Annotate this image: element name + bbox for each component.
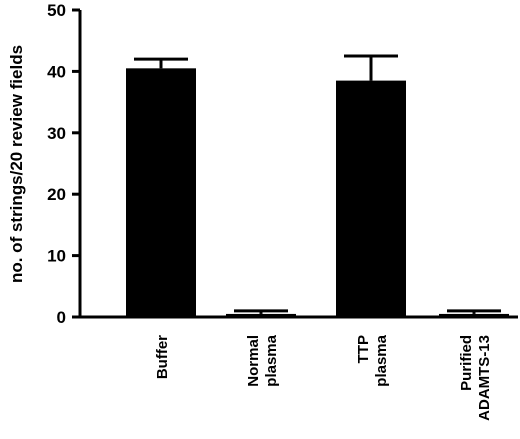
bar — [226, 313, 296, 317]
y-axis-label: no. of strings/20 review fields — [7, 45, 26, 283]
y-tick-label: 40 — [47, 62, 66, 81]
category-labels: Buffer Normal plasma TTP plasma Purified ADAMT… — [154, 334, 493, 420]
y-tick-label: 30 — [47, 124, 66, 143]
bar — [439, 313, 509, 317]
y-tick-label: 10 — [47, 247, 66, 266]
y-axis: 0 10 20 30 40 50 — [47, 1, 82, 327]
category-label: Normal — [245, 335, 262, 387]
category-label: ADAMTS-13 — [476, 335, 493, 421]
category-label: plasma — [373, 334, 390, 386]
error-bars — [134, 54, 501, 314]
y-tick-label: 50 — [47, 1, 66, 20]
category-label: TTP — [355, 335, 372, 363]
bar — [126, 68, 196, 317]
bars — [126, 68, 509, 317]
bar — [336, 80, 406, 317]
y-tick-label: 0 — [57, 308, 66, 327]
category-label: plasma — [263, 334, 280, 386]
category-label: Buffer — [154, 335, 171, 379]
category-label: Purified — [458, 335, 475, 391]
y-tick-label: 20 — [47, 185, 66, 204]
